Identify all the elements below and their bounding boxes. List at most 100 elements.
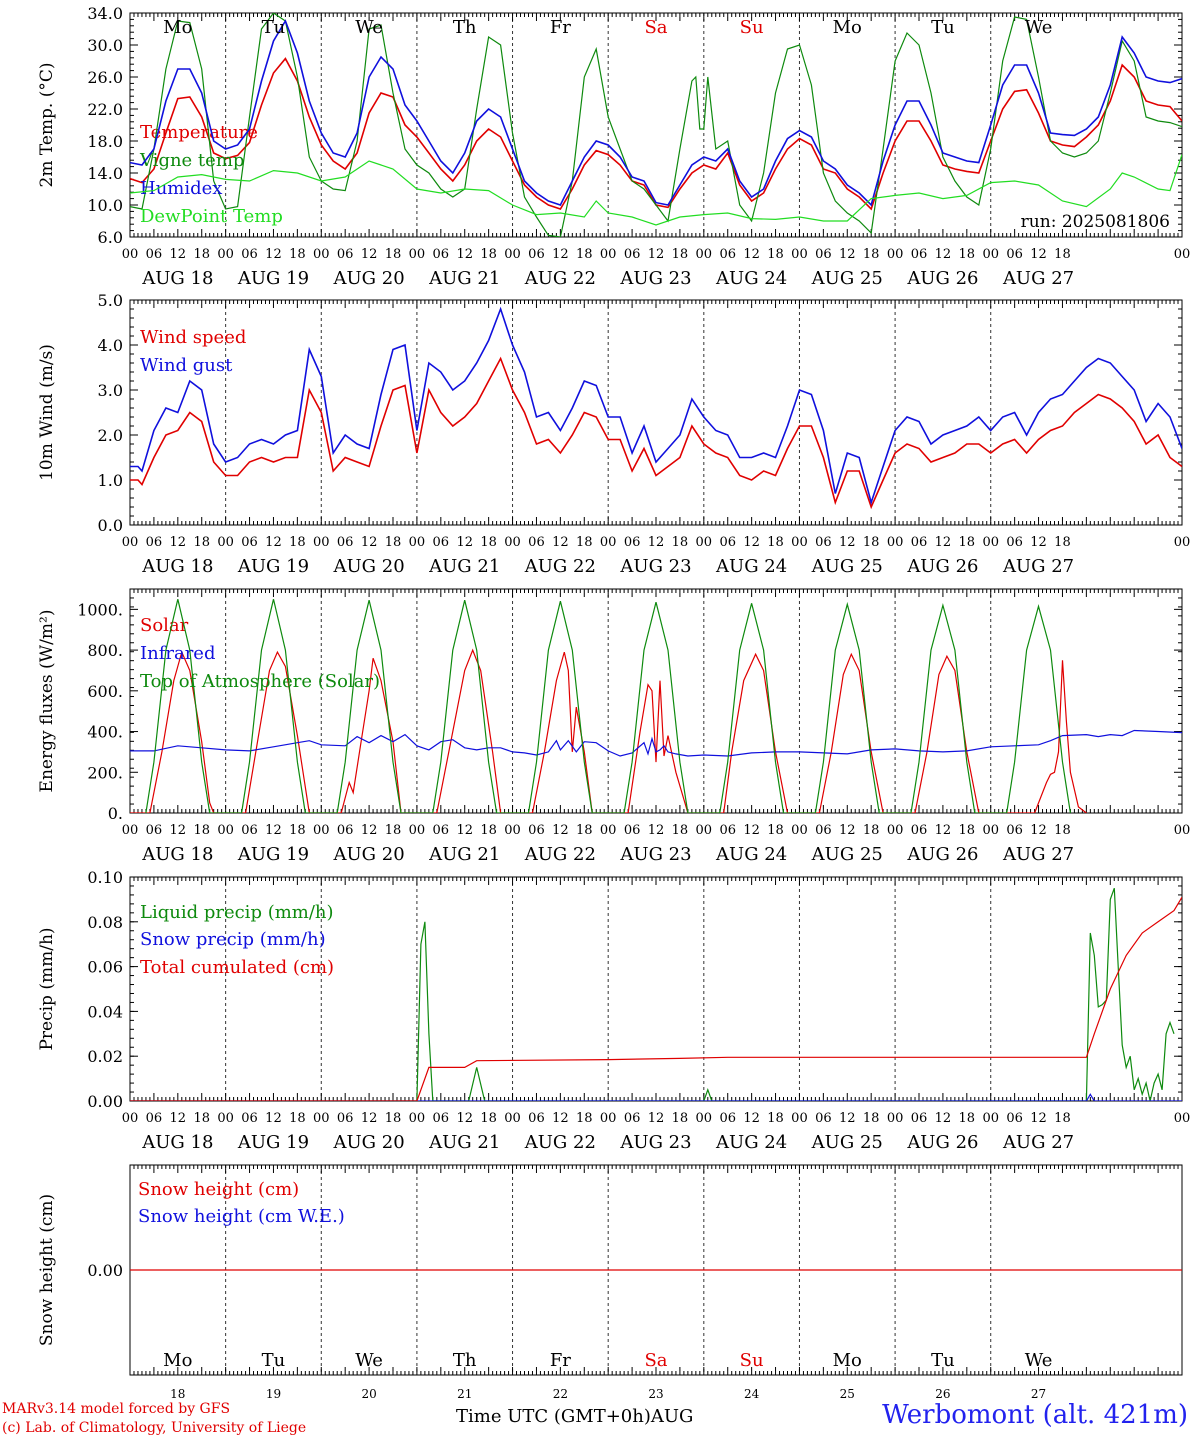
panel-0-legend-2: Humidex <box>140 178 222 199</box>
panel-1-hour-label: 18 <box>385 535 402 550</box>
panel-1-hour-label: 06 <box>624 535 641 550</box>
weekday-label-bottom: Tu <box>931 1350 955 1371</box>
panel-1-hour-label: 06 <box>337 535 354 550</box>
panel-2-hour-label: 06 <box>146 823 163 838</box>
panel-2-date-label: AUG 25 <box>811 844 883 865</box>
panel-0-series-0-line <box>130 57 1182 211</box>
weekday-label-top: Su <box>740 17 764 38</box>
weekday-label-top: Fr <box>550 17 571 38</box>
panel-0-hour-label: 06 <box>146 247 163 262</box>
panel-1-hour-label: 12 <box>170 535 187 550</box>
panel-2-y-tick-label: 600. <box>87 682 123 701</box>
panel-2-hour-label: 00 <box>696 823 713 838</box>
weekday-label-top: Tu <box>262 17 286 38</box>
panel-1-y-axis-label: 10m Wind (m/s) <box>37 344 57 481</box>
panel-0-hour-label: 00 <box>696 247 713 262</box>
panel-1-hour-label: 00 <box>791 535 808 550</box>
day-number-label: 25 <box>840 1387 855 1401</box>
weekday-label-top: Sa <box>644 17 667 38</box>
panel-2-hour-label: 00 <box>122 823 139 838</box>
panel-1-hour-label: 06 <box>241 535 258 550</box>
panel-0-date-label: AUG 22 <box>524 268 596 289</box>
panel-3-legend-2: Total cumulated (cm) <box>140 957 334 978</box>
panel-2-date-label: AUG 22 <box>524 844 596 865</box>
panel-1-hour-label: 00 <box>217 535 234 550</box>
panel-3-hour-label: 18 <box>672 1111 689 1126</box>
panel-1-hour-label: 00 <box>504 535 521 550</box>
panel-0-y-tick-label: 10.0 <box>87 196 123 215</box>
panel-0-hour-label: 00 <box>982 247 999 262</box>
panel-2-series-1-line <box>130 729 1182 757</box>
day-number-label: 22 <box>553 1387 568 1401</box>
panel-3-hour-label: 06 <box>624 1111 641 1126</box>
panel-0-y-tick-label: 6.0 <box>98 228 123 247</box>
panel-1-hour-label: 00 <box>696 535 713 550</box>
panel-1-date-label: AUG 21 <box>428 556 500 577</box>
panel-1-hour-label: 00 <box>600 535 617 550</box>
panel-2-hour-label: 18 <box>480 823 497 838</box>
panel-4-y-axis-label: Snow height (cm) <box>37 1194 57 1346</box>
panel-0-hour-label: 12 <box>552 247 569 262</box>
panel-0-hour-label: 18 <box>767 247 784 262</box>
panel-3-hour-label: 12 <box>456 1111 473 1126</box>
panel-3-hour-label: 00 <box>887 1111 904 1126</box>
panel-2-hour-label: 12 <box>456 823 473 838</box>
panel-3-hour-label: 06 <box>1006 1111 1023 1126</box>
panel-0-hour-label: 18 <box>289 247 306 262</box>
panel-2-hour-label: 06 <box>815 823 832 838</box>
panel-0-date-label: AUG 18 <box>141 268 213 289</box>
panel-2-y-tick-label: 1000. <box>77 600 123 619</box>
panel-0-date-label: AUG 25 <box>811 268 883 289</box>
day-number-label: 26 <box>935 1387 950 1401</box>
panel-0-hour-label: 06 <box>337 247 354 262</box>
panel-3-date-label: AUG 26 <box>906 1132 978 1153</box>
panel-3-hour-label: 12 <box>170 1111 187 1126</box>
panel-0-hour-label: 18 <box>480 247 497 262</box>
panel-1-hour-label: 12 <box>839 535 856 550</box>
panel-1-hour-label: 06 <box>433 535 450 550</box>
panel-1-hour-label: 18 <box>576 535 593 550</box>
panel-2-y-tick-label: 800. <box>87 641 123 660</box>
panel-2-hour-label: 18 <box>672 823 689 838</box>
panel-2-hour-label: 06 <box>911 823 928 838</box>
panel-3-hour-label: 00 <box>791 1111 808 1126</box>
panel-0-y-tick-label: 34.0 <box>87 4 123 23</box>
panel-1-hour-label: 00 <box>122 535 139 550</box>
day-number-label: 21 <box>457 1387 472 1401</box>
panel-0-date-label: AUG 24 <box>715 268 787 289</box>
panel-1-hour-label: 12 <box>265 535 282 550</box>
panel-2-y-tick-label: 0. <box>108 804 123 823</box>
panel-1-series-1-line <box>130 306 1182 506</box>
panel-3-hour-label: 18 <box>480 1111 497 1126</box>
panel-0-hour-label: 18 <box>863 247 880 262</box>
panel-2-hour-label: 00 <box>887 823 904 838</box>
panel-0-hour-label: 06 <box>911 247 928 262</box>
day-number-label: 20 <box>361 1387 376 1401</box>
panel-1-date-label: AUG 23 <box>619 556 691 577</box>
panel-3-hour-label: 06 <box>337 1111 354 1126</box>
panel-0-hour-label: 12 <box>743 247 760 262</box>
panel-1-hour-label: 06 <box>719 535 736 550</box>
panel-3-date-label: AUG 20 <box>332 1132 404 1153</box>
panel-4-legend-0: Snow height (cm) <box>138 1179 299 1200</box>
panel-3-date-label: AUG 22 <box>524 1132 596 1153</box>
day-number-label: 18 <box>170 1387 185 1401</box>
panel-2-hour-label: 12 <box>839 823 856 838</box>
panel-0-hour-label-end: 00 <box>1174 247 1191 262</box>
panel-3-hour-label: 18 <box>863 1111 880 1126</box>
panel-3-date-label: AUG 21 <box>428 1132 500 1153</box>
panel-2-legend-1: Infrared <box>140 643 215 664</box>
panel-3-hour-label: 12 <box>552 1111 569 1126</box>
panel-3-y-tick-label: 0.10 <box>87 868 123 887</box>
panel-2-date-label: AUG 27 <box>1002 844 1074 865</box>
day-number-label: 23 <box>648 1387 663 1401</box>
panel-0-legend-3: DewPoint Temp <box>140 206 283 227</box>
panel-1-frame <box>129 299 1183 526</box>
panel-0-series-3-line <box>130 154 1182 226</box>
panel-2-hour-label: 00 <box>504 823 521 838</box>
panel-1-hour-label: 00 <box>982 535 999 550</box>
model-credit-line1: MARv3.14 model forced by GFS <box>2 1401 231 1417</box>
panel-1-hour-label: 12 <box>361 535 378 550</box>
weekday-label-bottom: We <box>1025 1350 1053 1371</box>
panel-1-y-tick-label: 5.0 <box>98 291 123 310</box>
